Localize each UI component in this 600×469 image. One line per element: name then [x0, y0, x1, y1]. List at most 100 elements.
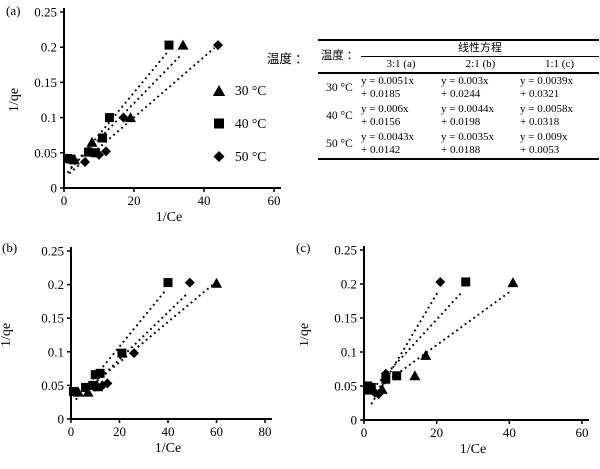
y-tick-label: 0	[351, 413, 358, 428]
y-axis-title: 1/qe	[7, 88, 22, 112]
table-row: 50 °C y = 0.0043x + 0.0142 y = 0.0035x +…	[318, 130, 599, 159]
square-marker	[163, 278, 173, 288]
y-tick-label: 0	[51, 181, 58, 196]
square-marker	[84, 147, 93, 157]
series-square	[363, 277, 471, 395]
chart-c: 0 20 40 60 0 0.05 0.1 0.15 0.2 0.25 1/Ce 1/qe	[300, 235, 600, 469]
square-marker	[91, 148, 100, 158]
equation-cell: y = 0.0058x + 0.0318	[520, 103, 573, 128]
temp-label: 50 °C	[326, 137, 353, 150]
equation-cell: y = 0.003x + 0.0244	[441, 75, 489, 100]
legend-label-30c: 30 °C	[235, 82, 267, 98]
equation-cell: y = 0.006x + 0.0156	[361, 103, 409, 128]
x-tick-label: 60	[576, 425, 589, 440]
y-tick-label: 0.15	[41, 311, 64, 326]
y-tick-label: 0	[58, 412, 65, 427]
trend-line	[80, 282, 215, 396]
square-marker	[66, 154, 76, 164]
series-diamond	[80, 40, 223, 167]
square-marker	[90, 370, 100, 380]
triangle-marker	[507, 277, 519, 288]
table-col-header-c: 1:1 (c)	[520, 56, 600, 74]
x-axis-title: 1/Ce	[155, 441, 181, 456]
equation-cell: y = 0.0044x + 0.0198	[441, 103, 494, 128]
table-span-header: 线性方程	[361, 40, 600, 57]
table-col-header-a: 3:1 (a)	[361, 56, 441, 74]
x-tick-label: 0	[361, 425, 368, 440]
diamond-marker	[129, 348, 140, 359]
table-side-label: 温度 ：	[267, 52, 308, 66]
square-marker	[392, 371, 402, 381]
table-row: 40 °C y = 0.006x + 0.0156 y = 0.0044x + …	[318, 102, 599, 130]
x-axis-title: 1/Ce	[460, 442, 486, 457]
square-marker	[461, 277, 471, 287]
square-icon	[214, 118, 224, 129]
x-tick-label: 40	[198, 193, 211, 208]
equation-cell: y = 0.0039x + 0.0321	[520, 75, 573, 100]
x-tick-label: 60	[268, 193, 281, 208]
y-tick-label: 0.1	[48, 344, 64, 359]
diamond-marker	[101, 146, 111, 157]
y-tick-label: 0.15	[34, 75, 57, 90]
table-row: 30 °C y = 0.0051x + 0.0185 y = 0.003x + …	[318, 73, 599, 102]
x-tick-label: 80	[259, 424, 272, 439]
legend-item-30c: 30 °C	[212, 74, 266, 107]
diamond-marker	[118, 112, 129, 123]
square-marker	[117, 348, 127, 358]
x-tick-label: 20	[430, 425, 443, 440]
legend-item-40c: 40 °C	[212, 107, 266, 140]
legend: 30 °C 40 °C 50 °C	[212, 74, 266, 173]
legend-label-40c: 40 °C	[235, 115, 267, 131]
equations-table: 温度 ： 线性方程 3:1 (a) 2:1 (b) 1:1 (c) 30 °C …	[318, 39, 600, 160]
triangle-marker	[420, 349, 432, 360]
diamond-marker	[94, 149, 104, 160]
y-tick-label: 0.25	[41, 244, 64, 259]
diamond-marker	[184, 277, 195, 288]
panel-label-c: (c)	[296, 240, 311, 255]
square-marker	[98, 133, 107, 143]
series-diamond	[369, 276, 446, 400]
y-tick-label: 0.05	[34, 145, 57, 160]
table-col0-header: 温度 ：	[318, 40, 361, 74]
x-tick-label: 60	[210, 424, 223, 439]
square-marker	[68, 386, 78, 396]
trend-line	[66, 51, 168, 174]
x-axis-title: 1/Ce	[156, 210, 182, 225]
x-tick-label: 0	[68, 424, 75, 439]
x-tick-label: 40	[162, 424, 175, 439]
square-marker	[381, 374, 391, 384]
trend-line	[75, 289, 167, 401]
y-tick-label: 0.25	[34, 5, 57, 20]
panel-label-b: (b)	[2, 240, 18, 255]
equation-cell: y = 0.0051x + 0.0185	[361, 75, 414, 100]
diamond-marker	[373, 389, 384, 400]
chart-b-svg: 0 20 40 60 80 0 0.05 0.1 0.15 0.2 0.25 1/Ce 1/qe	[0, 244, 272, 456]
y-tick-label: 0.05	[334, 379, 357, 394]
x-tick-label: 0	[61, 193, 68, 208]
chart-a: 0 20 40 60 0 0.05 0.1 0.15 0.2 0.25 1/Ce 1/qe	[0, 0, 300, 235]
square-marker	[81, 382, 91, 392]
y-tick-label: 0.2	[41, 40, 57, 55]
diamond-marker	[380, 368, 391, 379]
temp-label: 40 °C	[326, 109, 353, 122]
legend-label-50c: 50 °C	[235, 148, 267, 164]
diamond-marker	[435, 276, 446, 287]
series-square	[68, 278, 173, 396]
x-tick-label: 20	[128, 193, 141, 208]
y-tick-label: 0.15	[334, 311, 357, 326]
chart-b: 0 20 40 60 80 0 0.05 0.1 0.15 0.2 0.25 1/Ce 1/qe	[0, 235, 300, 469]
temp-label: 30 °C	[326, 81, 353, 94]
x-tick-label: 20	[113, 424, 126, 439]
diamond-marker	[213, 40, 223, 51]
diamond-marker	[80, 156, 90, 167]
equation-cell: y = 0.0035x + 0.0188	[441, 131, 494, 156]
y-tick-label: 0.25	[334, 243, 357, 258]
equations-table-wrap: 温度 ： 线性方程 3:1 (a) 2:1 (b) 1:1 (c) 30 °C …	[318, 39, 600, 160]
y-tick-label: 0.05	[41, 378, 64, 393]
legend-item-50c: 50 °C	[212, 140, 266, 173]
triangle-icon	[212, 85, 226, 96]
y-axis-title: 1/qe	[0, 323, 14, 347]
triangle-marker	[211, 277, 222, 288]
series-square	[63, 40, 174, 164]
